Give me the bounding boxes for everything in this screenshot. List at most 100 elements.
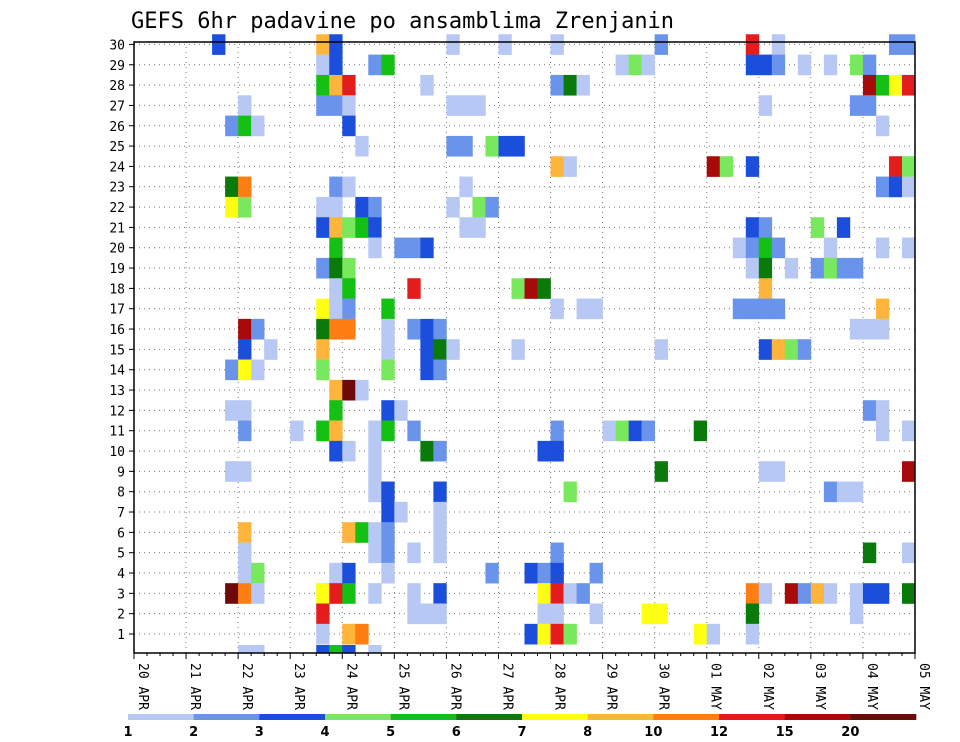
precip-cell <box>784 583 799 604</box>
precip-cell <box>901 176 916 198</box>
precip-cell <box>875 400 890 421</box>
y-tick-label: 17 <box>109 303 125 318</box>
precip-cell <box>771 34 786 55</box>
precip-cell <box>693 623 708 645</box>
y-tick-label: 11 <box>109 425 125 440</box>
precip-cell <box>784 339 799 360</box>
precip-cell <box>641 603 655 625</box>
precip-cell <box>225 400 239 421</box>
precip-cell <box>238 645 252 654</box>
chart-title: GEFS 6hr padavine po ansamblima Zrenjani… <box>131 9 674 34</box>
precip-cell <box>368 481 382 503</box>
precip-cell <box>862 583 877 604</box>
precip-cell <box>381 522 395 543</box>
precip-cell <box>316 217 330 238</box>
precip-cell <box>901 34 916 55</box>
precip-cell <box>758 339 773 360</box>
precip-cell <box>407 420 421 442</box>
precip-cell <box>485 135 499 157</box>
precip-cell <box>888 176 903 198</box>
precip-cell <box>875 318 890 340</box>
precip-cell <box>849 54 864 76</box>
x-tick-label: 28 APR <box>552 663 567 710</box>
precip-cell <box>537 623 551 645</box>
precip-cell <box>316 420 330 442</box>
y-tick-label: 2 <box>117 608 125 623</box>
precip-cell <box>745 623 760 645</box>
precip-cell <box>381 481 395 503</box>
precip-cell <box>329 95 343 116</box>
precip-cell <box>485 196 499 218</box>
precip-cell <box>797 583 812 604</box>
y-tick-label: 10 <box>109 445 125 460</box>
precip-cell <box>316 196 330 218</box>
precip-cell <box>342 645 356 654</box>
colorbar-swatch <box>128 714 194 720</box>
precip-cell <box>589 603 603 625</box>
precip-cell <box>368 440 382 462</box>
precip-cell <box>316 34 330 55</box>
precip-cell <box>433 603 447 625</box>
precip-cell <box>901 237 916 259</box>
x-tick-label: 27 APR <box>499 663 514 710</box>
y-tick-label: 28 <box>109 79 125 94</box>
colorbar-label: 10 <box>644 725 662 740</box>
precip-cell <box>342 562 356 584</box>
precip-cell <box>329 318 343 340</box>
precip-cell <box>875 74 890 96</box>
precip-cell <box>355 135 369 157</box>
y-tick-label: 9 <box>117 465 125 480</box>
precip-cell <box>368 217 382 238</box>
precip-cell <box>537 583 551 604</box>
precip-cell <box>615 54 629 76</box>
precip-cell <box>862 542 877 564</box>
precip-cell <box>758 298 773 320</box>
precip-cell <box>576 298 590 320</box>
y-tick-label: 16 <box>109 323 125 338</box>
precip-cell <box>771 298 786 320</box>
colorbar-swatch <box>193 714 260 720</box>
precip-cell <box>329 54 343 76</box>
precip-cell <box>316 298 330 320</box>
precip-cell <box>888 34 903 55</box>
precip-cell <box>316 603 330 625</box>
precip-cell <box>537 440 551 462</box>
precip-cell <box>784 257 799 279</box>
precip-cell <box>628 54 642 76</box>
precip-cell <box>719 156 734 177</box>
precip-cell <box>420 359 434 381</box>
precip-cell <box>771 54 786 76</box>
precip-cell <box>745 156 760 177</box>
precip-cell <box>498 34 512 55</box>
precip-cell <box>849 481 864 503</box>
precip-cell <box>329 237 343 259</box>
precip-cell <box>238 522 252 543</box>
precip-cell <box>329 278 343 299</box>
precip-cell <box>602 420 616 442</box>
y-tick-label: 24 <box>109 160 125 175</box>
cells-layer <box>212 34 916 654</box>
precip-cell <box>576 74 590 96</box>
precip-cell <box>420 237 434 259</box>
precip-cell <box>771 461 786 482</box>
precip-cell <box>238 359 252 381</box>
precip-cell <box>862 95 877 116</box>
precip-cell <box>836 257 851 279</box>
precip-cell <box>550 298 564 320</box>
precip-cell <box>849 257 864 279</box>
y-tick-label: 29 <box>109 59 125 74</box>
precip-cell <box>732 298 747 320</box>
y-tick-label: 25 <box>109 140 125 155</box>
colorbar-swatch <box>522 714 588 720</box>
y-tick-label: 22 <box>109 201 125 216</box>
precip-cell <box>342 318 356 340</box>
precip-cell <box>745 237 760 259</box>
precip-cell <box>849 95 864 116</box>
precip-cell <box>238 196 252 218</box>
precip-cell <box>875 115 890 137</box>
precip-cell <box>550 420 564 442</box>
precip-cell <box>836 217 851 238</box>
precip-cell <box>563 623 577 645</box>
x-tick-label: 04 MAY <box>864 663 879 710</box>
